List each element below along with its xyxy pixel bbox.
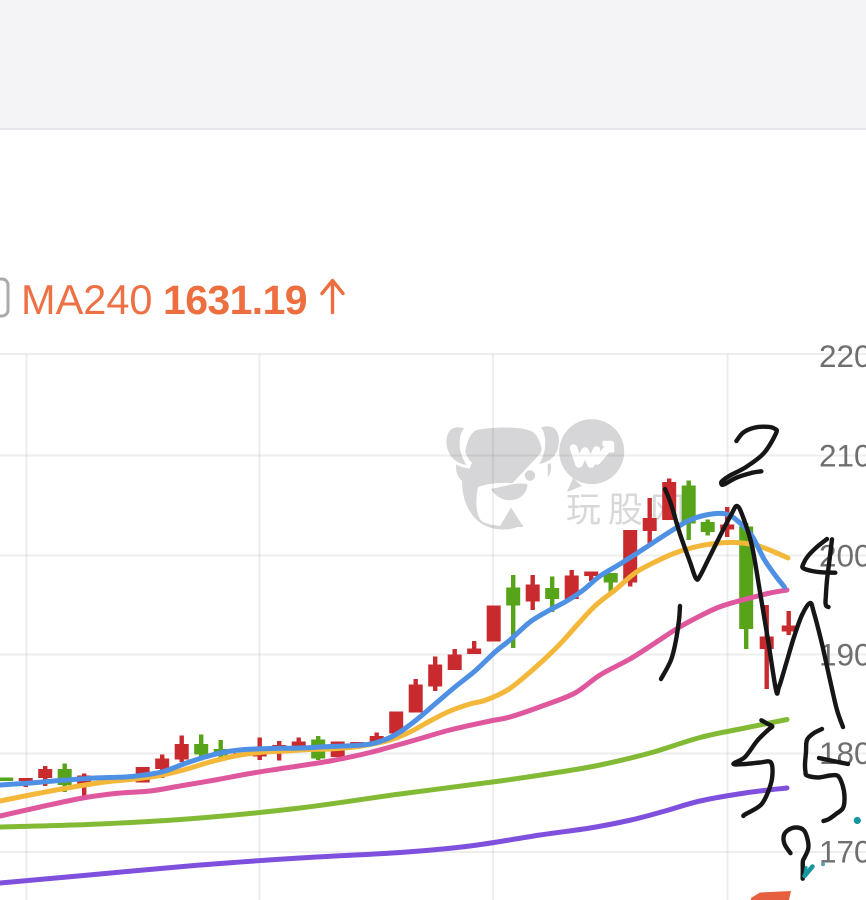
svg-text:1631.19: 1631.19 — [163, 277, 307, 323]
svg-text:1700: 1700 — [819, 834, 866, 870]
svg-text:2100: 2100 — [819, 438, 866, 474]
svg-text:MA240: MA240 — [21, 276, 153, 323]
svg-text:2200: 2200 — [819, 338, 866, 374]
svg-text:2000: 2000 — [819, 538, 866, 574]
svg-text:1800: 1800 — [819, 735, 866, 771]
